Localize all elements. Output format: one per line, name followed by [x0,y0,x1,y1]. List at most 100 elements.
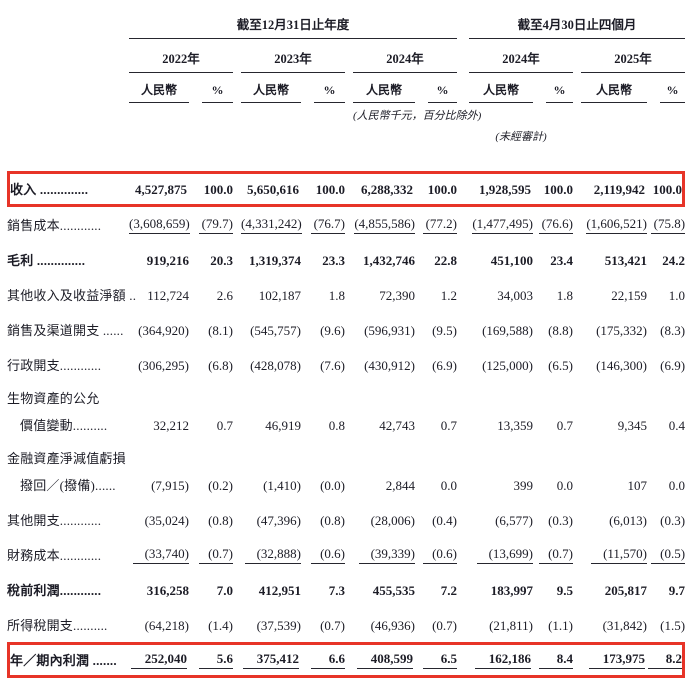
value-cell: 0.7 [216,418,233,433]
income-statement-table: 截至12月31日止年度 截至4月30日止四個月 2022年 2023年 2024… [7,8,686,678]
value-cell: (32,888) [241,537,301,572]
value-cell: 23.4 [550,253,574,268]
value-cell: (6.8) [208,358,233,373]
percent-header: % [533,73,574,103]
row-label: 財務成本............ [7,548,102,563]
spacer [233,467,241,502]
value-cell: 205,817 [604,583,648,598]
year-header-2024: 2024年 [353,39,458,73]
spacer [233,537,241,572]
spacer [573,171,582,207]
value-cell: 6.5 [415,642,458,678]
value-cell: (9.6) [320,323,345,338]
value-cell: 102,187 [258,288,301,303]
value-cell: 0.4 [668,418,686,433]
value-cell: 1,928,595 [469,171,534,207]
currency-header: 人民幣 [129,73,189,103]
currency-header: 人民幣 [241,73,301,103]
year-header-2022: 2022年 [129,39,233,73]
row-other-expenses: 其他開支............ (35,024) (0.8) (47,396)… [7,502,685,537]
value-cell: 7.0 [216,583,233,598]
row-label: 行政開支............ [7,358,102,373]
spacer [573,537,581,572]
units-note-row: (人民幣千元，百分比除外) [7,103,685,124]
value-cell: (0.0) [320,478,345,493]
value-cell: (37,539) [256,618,301,633]
value-cell: (1,410) [263,478,301,493]
spacer [457,467,469,502]
value-cell: 1.8 [556,288,574,303]
spacer [233,207,241,242]
percent-header: % [647,73,686,103]
spacer [573,312,581,347]
percent-header: % [189,73,233,103]
spacer [345,407,353,442]
value-cell: 8.2 [647,642,686,678]
spacer [233,607,241,642]
value-cell: (8.8) [548,323,574,338]
row-profit-for-period-highlighted: 年／期內利潤 ....... 252,040 5.6 375,412 6.6 4… [7,642,686,678]
spacer [457,277,469,312]
value-cell: (7.6) [320,358,345,373]
value-cell: (306,295) [138,358,189,373]
spacer [573,407,581,442]
spacer [233,407,241,442]
value-cell: (47,396) [256,513,301,528]
spacer [457,171,470,207]
row-label: 收入 .............. [7,171,129,207]
value-cell: 5,650,616 [241,171,301,207]
row-revenue-highlighted: 收入 .............. 4,527,875 100.0 5,650,… [7,171,686,207]
value-cell: (28,006) [370,513,415,528]
value-cell: (169,588) [482,323,534,338]
value-cell: (545,757) [250,323,301,338]
spacer [233,642,241,678]
value-cell: (4,855,586) [353,207,415,242]
value-cell: (0.7) [189,537,233,572]
value-cell: (0.6) [301,537,345,572]
value-cell: (125,000) [482,358,534,373]
period-group-header-row: 截至12月31日止年度 截至4月30日止四個月 [7,8,686,39]
spacer [457,572,469,607]
row-admin-expenses: 行政開支............ (306,295) (6.8) (428,07… [7,347,685,382]
value-cell: (0.7) [533,537,574,572]
row-label: 生物資產的公允 [7,391,100,406]
value-cell: (46,936) [370,618,415,633]
row-finance-costs: 財務成本............ (33,740) (0.7) (32,888)… [7,537,686,572]
spacer [233,277,241,312]
value-cell: 173,975 [581,642,648,678]
value-cell: (9.5) [432,323,458,338]
value-cell: (31,842) [602,618,648,633]
value-cell: (35,024) [144,513,189,528]
value-cell: (428,078) [250,358,301,373]
row-label: 金融資產淨減值虧損 [7,451,126,466]
spacer [345,73,353,103]
financial-statement-page: 截至12月31日止年度 截至4月30日止四個月 2022年 2023年 2024… [0,8,692,678]
row-fin-assets-reversal-provision: 撥回／(撥備)...... (7,915) (0.2) (1,410) (0.0… [7,467,685,502]
spacer [573,39,581,73]
spacer [345,312,353,347]
value-cell: 20.3 [210,253,233,268]
spacer [345,242,353,277]
row-label: 其他收入及收益淨額 .. [7,288,137,303]
spacer [573,242,581,277]
spacer [573,642,582,678]
row-label: 銷售及渠道開支 ...... [7,323,124,338]
value-cell: (33,740) [129,537,189,572]
period-header-annual: 截至12月31日止年度 [129,8,458,39]
spacer [573,277,581,312]
spacer [457,39,469,73]
value-cell: (1,477,495) [469,207,534,242]
spacer-row [7,145,685,171]
row-label: 年／期內利潤 ....... [7,642,129,678]
value-cell: 316,258 [146,583,189,598]
spacer [233,39,241,73]
spacer [457,642,470,678]
spacer [233,242,241,277]
value-cell: 5.6 [189,642,233,678]
spacer [573,207,581,242]
spacer [345,207,353,242]
row-label: 價值變動.......... [20,418,108,433]
value-cell: 100.0 [415,171,458,207]
value-cell: (21,811) [489,618,534,633]
value-cell: 408,599 [353,642,415,678]
